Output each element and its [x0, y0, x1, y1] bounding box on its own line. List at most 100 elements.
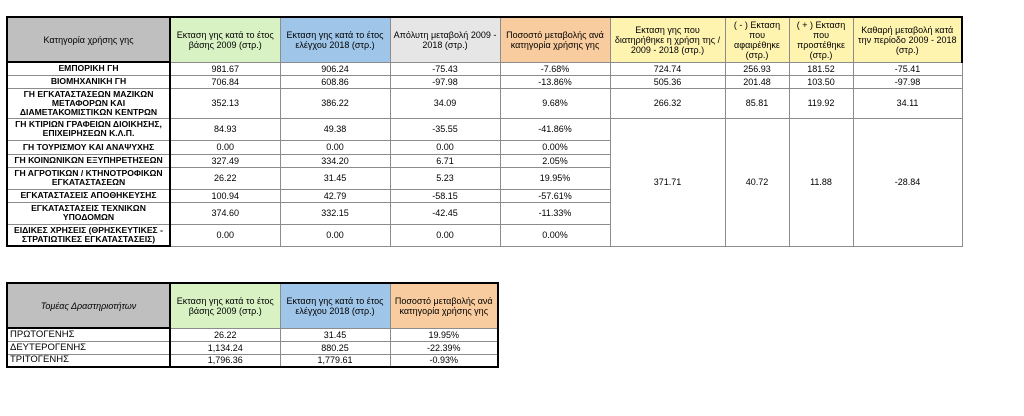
merged-area-removed-cell: 40.72: [724, 117, 790, 247]
absolute-change-cell: -75.43: [389, 61, 501, 76]
category-cell: ΕΜΠΟΡΙΚΗ ΓΗ: [6, 61, 171, 76]
net-change-cell: 34.11: [852, 87, 963, 119]
merged-area-kept-cell: 371.71: [609, 117, 726, 247]
table-row: ΕΜΠΟΡΙΚΗ ΓΗ 981.67 906.24 -75.43 -7.68% …: [6, 61, 963, 76]
area-2009-cell: 981.67: [169, 61, 281, 76]
category-cell: ΓΗ ΚΟΙΝΩΝΙΚΩΝ ΕΞΥΠΗΡΕΤΗΣΕΩΝ: [6, 153, 171, 168]
area-added-cell: 181.52: [788, 61, 854, 76]
area-2018-cell: 880.25: [279, 340, 391, 355]
area-2018-cell: 31.45: [279, 166, 391, 190]
area-removed-cell: 201.48: [724, 74, 790, 89]
category-cell: ΒΙΟΜΗΧΑΝΙΚΗ ΓΗ: [6, 74, 171, 89]
area-2009-cell: 1,796.36: [169, 353, 281, 368]
table-row: ΠΡΩΤΟΓΕΝΗΣ 26.22 31.45 19.95%: [6, 327, 499, 342]
header-area-2018: Εκταση γης κατά το έτος ελέγχου 2018 (στ…: [279, 16, 391, 63]
table-row: ΓΗ ΚΤΙΡΙΩΝ ΓΡΑΦΕΙΩΝ ΔΙΟΙΚΗΣΗΣ, ΕΠΙΧΕΙΡΗΣ…: [6, 117, 963, 247]
sector-summary-table: Τομέας Δραστηριοτήτων Εκταση γης κατά το…: [6, 282, 499, 368]
absolute-change-cell: 6.71: [389, 153, 501, 168]
category-cell: ΕΓΚΑΤΑΣΤΑΣΕΙΣ ΑΠΟΘΗΚΕΥΣΗΣ: [6, 188, 171, 203]
category-cell: ΓΗ ΚΤΙΡΙΩΝ ΓΡΑΦΕΙΩΝ ΔΙΟΙΚΗΣΗΣ, ΕΠΙΧΕΙΡΗΣ…: [6, 117, 171, 141]
absolute-change-cell: 34.09: [389, 87, 501, 119]
table-row: ΓΗ ΤΟΥΡΙΣΜΟΥ ΚΑΙ ΑΝΑΨΥΧΗΣ 0.00 0.00 0.00…: [6, 139, 962, 155]
land-use-change-table: Κατηγορία χρήσης γης Εκταση γης κατά το …: [6, 16, 963, 247]
header-area-removed: ( - ) Εκταση που αφαιρέθηκε (στρ.): [724, 16, 790, 63]
area-2018-cell: 0.00: [279, 223, 391, 247]
area-2018-cell: 1,779.61: [279, 353, 391, 368]
area-2009-cell: 706.84: [169, 74, 281, 89]
area-kept-cell: 266.32: [609, 87, 726, 119]
percent-change-cell: 19.95%: [389, 327, 499, 342]
area-2009-cell: 0.00: [169, 139, 281, 155]
absolute-change-cell: -42.45: [389, 201, 501, 225]
absolute-change-cell: 0.00: [389, 223, 501, 247]
header-area-2018: Εκταση γης κατά το έτος ελέγχου 2018 (στ…: [279, 282, 391, 329]
percent-change-cell: -7.68%: [499, 61, 611, 76]
absolute-change-cell: 0.00: [389, 139, 501, 155]
absolute-change-cell: -97.98: [389, 74, 501, 89]
percent-change-cell: 9.68%: [499, 87, 611, 119]
area-2018-cell: 49.38: [279, 117, 391, 141]
percent-change-cell: -22.39%: [389, 340, 499, 355]
sector-cell: ΠΡΩΤΟΓΕΝΗΣ: [6, 327, 171, 342]
category-cell: ΕΙΔΙΚΕΣ ΧΡΗΣΕΙΣ (ΘΡΗΣΚΕΥΤΙΚΕΣ - ΣΤΡΑΤΙΩΤ…: [6, 223, 171, 247]
area-2018-cell: 334.20: [279, 153, 391, 168]
table-row: ΕΙΔΙΚΕΣ ΧΡΗΣΕΙΣ (ΘΡΗΣΚΕΥΤΙΚΕΣ - ΣΤΡΑΤΙΩΤ…: [6, 223, 962, 247]
percent-change-cell: 0.00%: [499, 139, 611, 155]
net-change-cell: -97.98: [852, 74, 963, 89]
percent-change-cell: -11.33%: [499, 201, 611, 225]
header-percent-change: Ποσοστό μεταβολής ανά κατηγορία χρήσης γ…: [389, 282, 499, 329]
area-kept-cell: 505.36: [609, 74, 726, 89]
header-area-2009: Εκταση γης κατά το έτος βάσης 2009 (στρ.…: [169, 282, 281, 329]
area-added-cell: 119.92: [788, 87, 854, 119]
area-2009-cell: 1,134.24: [169, 340, 281, 355]
percent-change-cell: -13.86%: [499, 74, 611, 89]
area-removed-cell: 85.81: [724, 87, 790, 119]
percent-change-cell: -41.86%: [499, 117, 611, 141]
area-2018-cell: 31.45: [279, 327, 391, 342]
header-area-2009: Εκταση γης κατά το έτος βάσης 2009 (στρ.…: [169, 16, 281, 63]
sector-cell: ΤΡΙΤΟΓΕΝΗΣ: [6, 353, 171, 368]
area-2009-cell: 374.60: [169, 201, 281, 225]
category-cell: ΓΗ ΕΓΚΑΤΑΣΤΑΣΕΩΝ ΜΑΖΙΚΩΝ ΜΕΤΑΦΟΡΩΝ ΚΑΙ Δ…: [6, 87, 171, 119]
table-row: ΕΓΚΑΤΑΣΤΑΣΕΙΣ ΤΕΧΝΙΚΩΝ ΥΠΟΔΟΜΩΝ 374.60 3…: [6, 201, 962, 225]
header-percent-change: Ποσοστό μεταβολής ανά κατηγορία χρήσης γ…: [499, 16, 611, 63]
header-area-added: ( + ) Εκταση που προστέθηκε (στρ.): [788, 16, 854, 63]
area-2009-cell: 0.00: [169, 223, 281, 247]
percent-change-cell: 0.00%: [499, 223, 611, 247]
area-2009-cell: 352.13: [169, 87, 281, 119]
header-category: Κατηγορία χρήσης γης: [6, 16, 171, 63]
table-row: ΤΡΙΤΟΓΕΝΗΣ 1,796.36 1,779.61 -0.93%: [6, 353, 499, 368]
absolute-change-cell: -58.15: [389, 188, 501, 203]
area-2009-cell: 100.94: [169, 188, 281, 203]
percent-change-cell: -57.61%: [499, 188, 611, 203]
category-cell: ΕΓΚΑΤΑΣΤΑΣΕΙΣ ΤΕΧΝΙΚΩΝ ΥΠΟΔΟΜΩΝ: [6, 201, 171, 225]
area-2018-cell: 608.86: [279, 74, 391, 89]
table-row: ΒΙΟΜΗΧΑΝΙΚΗ ΓΗ 706.84 608.86 -97.98 -13.…: [6, 74, 963, 89]
merged-net-change-cell: -28.84: [852, 117, 963, 247]
area-2018-cell: 386.22: [279, 87, 391, 119]
area-2009-cell: 26.22: [169, 166, 281, 190]
percent-change-cell: 2.05%: [499, 153, 611, 168]
table-row: ΓΗ ΕΓΚΑΤΑΣΤΑΣΕΩΝ ΜΑΖΙΚΩΝ ΜΕΤΑΦΟΡΩΝ ΚΑΙ Δ…: [6, 87, 963, 119]
category-cell: ΓΗ ΤΟΥΡΙΣΜΟΥ ΚΑΙ ΑΝΑΨΥΧΗΣ: [6, 139, 171, 155]
table-header-row: Κατηγορία χρήσης γης Εκταση γης κατά το …: [6, 16, 963, 63]
area-2009-cell: 84.93: [169, 117, 281, 141]
table-row: ΔΕΥΤΕΡΟΓΕΝΗΣ 1,134.24 880.25 -22.39%: [6, 340, 499, 355]
area-2018-cell: 332.15: [279, 201, 391, 225]
percent-change-cell: 19.95%: [499, 166, 611, 190]
area-2018-cell: 42.79: [279, 188, 391, 203]
area-2018-cell: 0.00: [279, 139, 391, 155]
area-added-cell: 103.50: [788, 74, 854, 89]
absolute-change-cell: 5.23: [389, 166, 501, 190]
percent-change-cell: -0.93%: [389, 353, 499, 368]
header-sector: Τομέας Δραστηριοτήτων: [6, 282, 171, 329]
area-2009-cell: 26.22: [169, 327, 281, 342]
area-2018-cell: 906.24: [279, 61, 391, 76]
absolute-change-cell: -35.55: [389, 117, 501, 141]
header-net-change: Καθαρή μεταβολή κατά την περίοδο 2009 - …: [852, 16, 963, 63]
sector-cell: ΔΕΥΤΕΡΟΓΕΝΗΣ: [6, 340, 171, 355]
header-area-kept: Εκταση γης που διατηρήθηκε η χρήση της /…: [609, 16, 726, 63]
table-row: ΕΓΚΑΤΑΣΤΑΣΕΙΣ ΑΠΟΘΗΚΕΥΣΗΣ 100.94 42.79 -…: [6, 188, 962, 203]
merged-area-added-cell: 11.88: [788, 117, 854, 247]
table-header-row: Τομέας Δραστηριοτήτων Εκταση γης κατά το…: [6, 282, 499, 329]
